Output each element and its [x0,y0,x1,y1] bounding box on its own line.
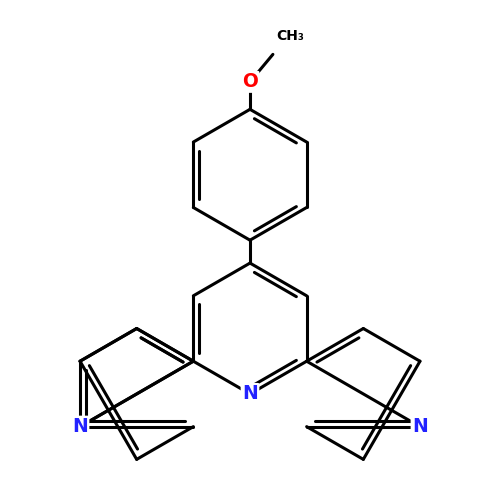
Text: N: N [72,417,88,436]
Text: CH₃: CH₃ [276,28,304,42]
Text: O: O [242,72,258,92]
Text: N: N [412,417,428,436]
Text: N: N [242,384,258,404]
